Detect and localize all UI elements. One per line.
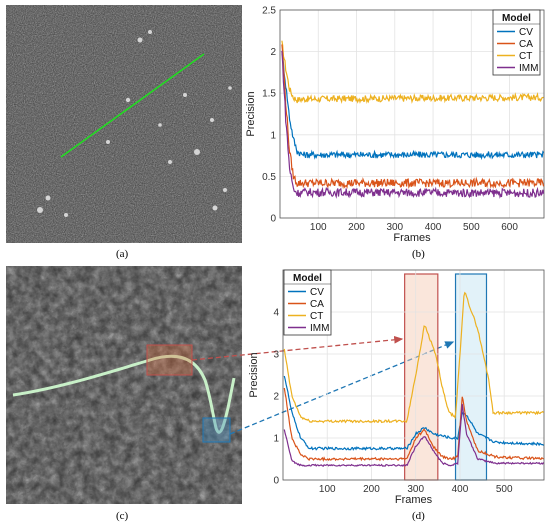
legend-box — [492, 9, 541, 76]
x-tick-label: 500 — [463, 222, 480, 233]
arrow-orange — [191, 335, 404, 361]
series-line-ct — [283, 291, 545, 424]
arrow-blue — [229, 341, 455, 435]
series-line-cv — [283, 375, 544, 451]
highlight-band-orange — [404, 273, 439, 481]
x-tick-label: 600 — [501, 222, 518, 233]
chart-b-group: 0 0.5 1 1.5 2 2.5 100 200 300 400 500 600 Frames Prec… — [245, 6, 545, 244]
legend-label-ct: CT — [310, 311, 323, 322]
legend-label-ct: CT — [519, 51, 532, 62]
caption-d: (d) — [412, 510, 425, 522]
track-line-a — [60, 53, 205, 158]
x-axis-label: Frames — [395, 494, 433, 506]
y-tick-label: 1.5 — [262, 89, 276, 100]
x-tick-label: 300 — [386, 222, 403, 233]
legend-label-imm: IMM — [519, 63, 538, 74]
x-tick-label: 300 — [407, 484, 424, 495]
y-tick-label: 3 — [273, 350, 279, 361]
track-path-c — [12, 354, 236, 434]
highlight-band-blue — [454, 273, 488, 481]
y-tick-label: 1 — [273, 434, 279, 445]
legend-title: Model — [293, 273, 322, 284]
y-tick-label: 4 — [273, 308, 279, 319]
plot-frame — [282, 269, 545, 481]
x-axis-label: Frames — [393, 232, 431, 244]
plot-frame — [279, 9, 545, 219]
legend-label-cv: CV — [519, 27, 533, 38]
x-tick-label: 100 — [319, 484, 336, 495]
series-line-ct — [281, 40, 544, 104]
y-tick-label: 2.5 — [262, 6, 276, 17]
legend-label-cv: CV — [310, 287, 324, 298]
y-tick-label: 1 — [270, 130, 276, 141]
caption-b: (b) — [412, 248, 425, 260]
x-tick-label: 100 — [310, 222, 327, 233]
x-tick-label: 500 — [496, 484, 513, 495]
legend-box — [283, 269, 332, 336]
x-tick-label: 400 — [425, 222, 442, 233]
legend-label-imm: IMM — [310, 323, 329, 334]
y-tick-label: 0.5 — [262, 172, 276, 183]
x-tick-label: 200 — [348, 222, 365, 233]
series-line-cv — [281, 53, 545, 161]
x-tick-label: 400 — [452, 484, 469, 495]
y-axis-label: Precision — [245, 91, 257, 136]
highlight-box-orange-c — [146, 344, 193, 376]
series-line-ca — [283, 387, 544, 462]
y-axis-label: Precision — [248, 352, 260, 397]
series-line-ca — [281, 44, 545, 190]
series-line-imm — [283, 403, 545, 468]
caption-a: (a) — [116, 248, 129, 260]
legend-title: Model — [502, 13, 531, 24]
x-tick-label: 200 — [363, 484, 380, 495]
legend-label-ca: CA — [519, 39, 533, 50]
series-line-imm — [281, 50, 545, 199]
chart-d-group: 0 1 2 3 4 100 200 300 400 500 Frames Precision Model… — [248, 269, 545, 506]
y-tick-label: 0 — [273, 476, 279, 487]
y-tick-label: 2 — [273, 392, 279, 403]
bright-speckles — [37, 30, 232, 217]
legend-label-ca: CA — [310, 299, 324, 310]
y-tick-label: 0 — [270, 214, 276, 225]
caption-c: (c) — [116, 510, 129, 522]
y-tick-label: 2 — [270, 47, 276, 58]
highlight-box-blue-c — [202, 417, 231, 443]
